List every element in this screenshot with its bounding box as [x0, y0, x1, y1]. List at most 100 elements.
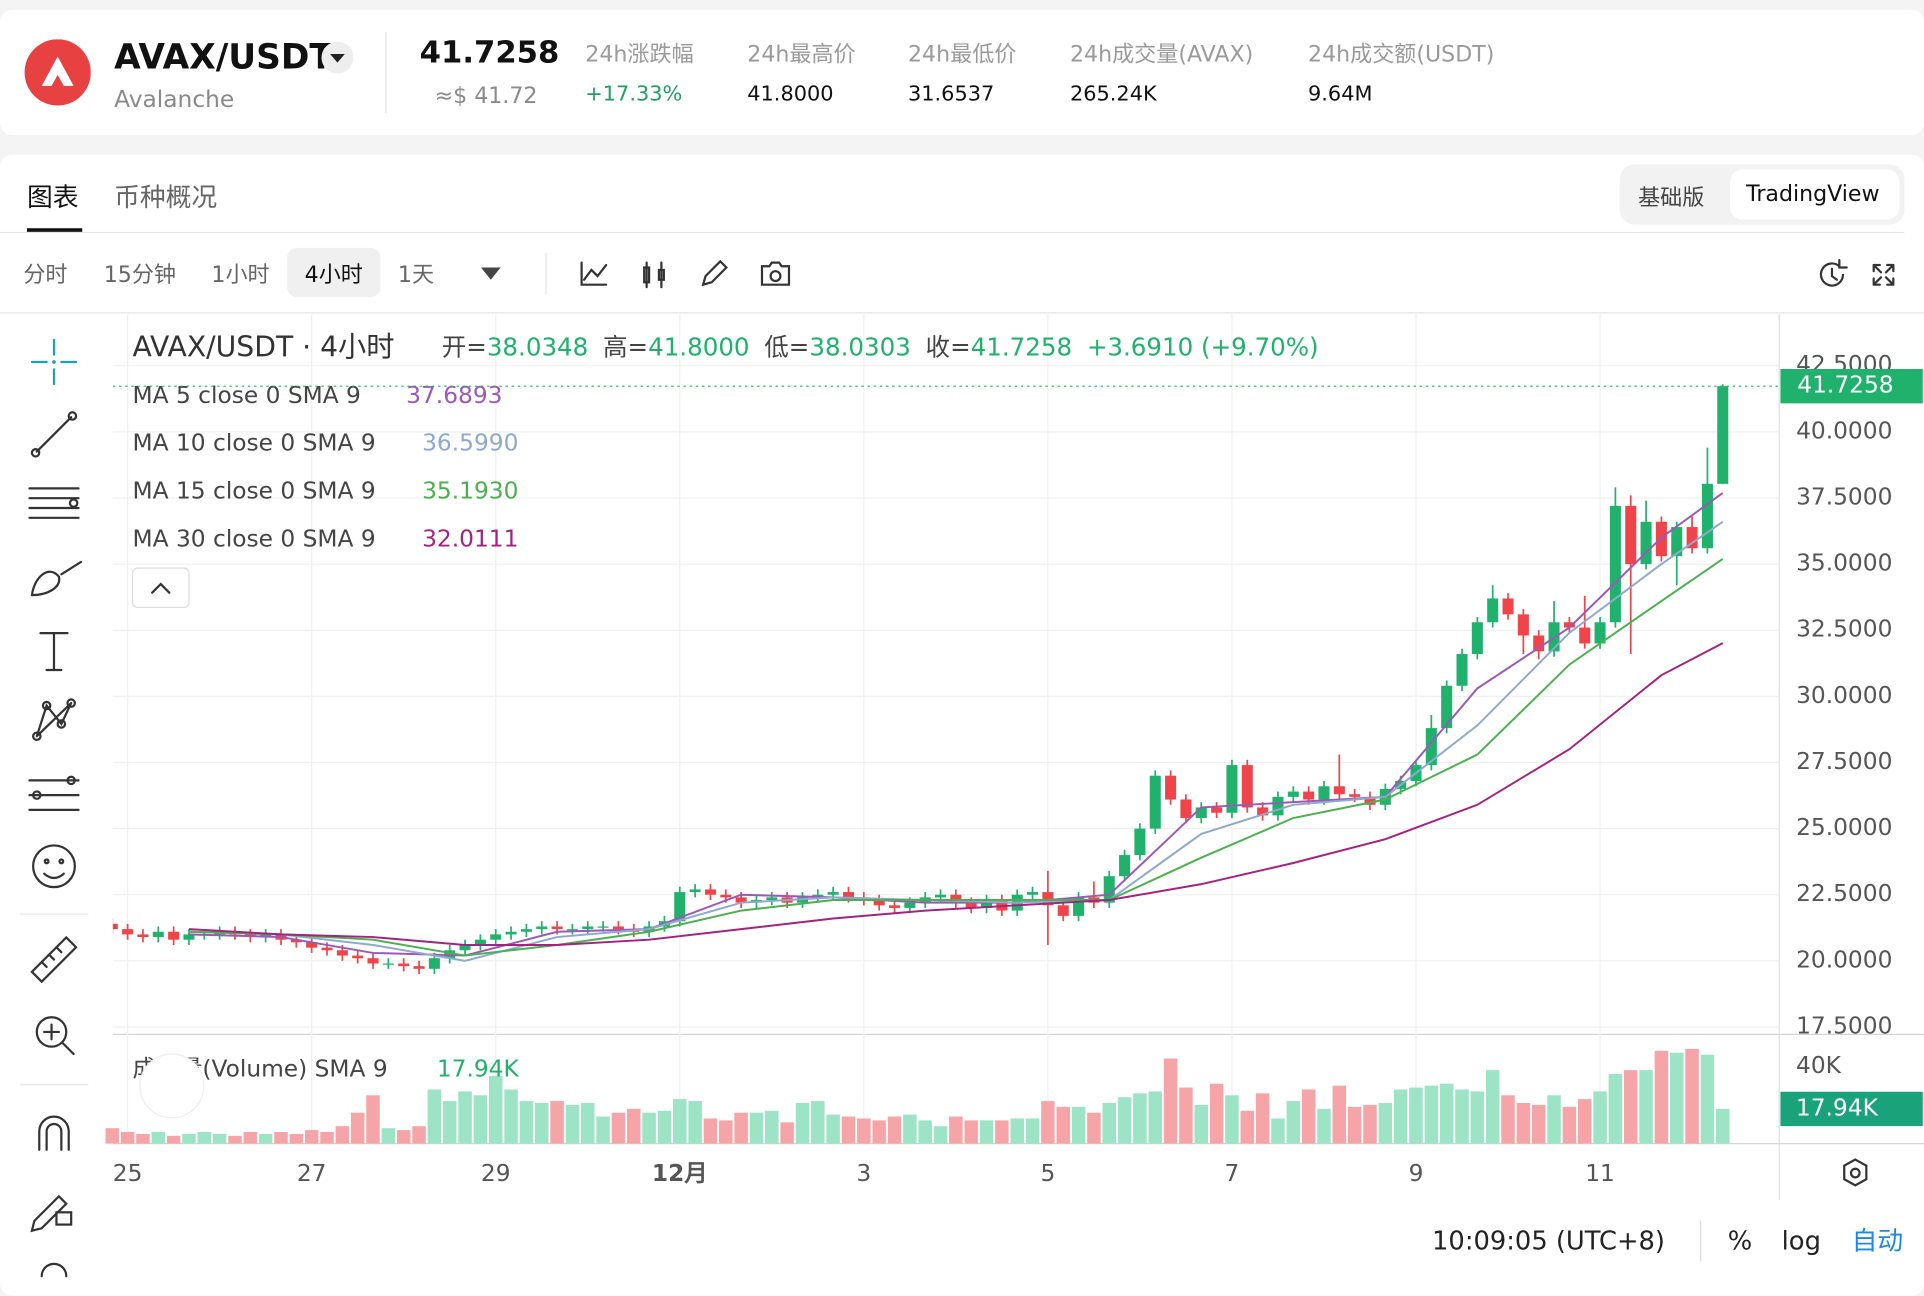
drawing-tools[interactable] [28, 338, 83, 1278]
candle-body [336, 950, 348, 956]
candle-body [597, 926, 609, 928]
volume-bar [504, 1089, 518, 1144]
view-option[interactable]: 基础版 [1638, 185, 1705, 212]
scale-button[interactable]: 自动 [1852, 1226, 1904, 1256]
y-tick-label: 27.5000 [1796, 748, 1892, 775]
volume-last-tag [1780, 1091, 1923, 1127]
ma-legend-name: MA 30 close 0 SMA 9 [133, 525, 376, 552]
last-price-label: 41.7258 [1797, 372, 1893, 399]
volume-bar [350, 1112, 365, 1144]
candle-body [842, 892, 855, 898]
volume-bar [1424, 1085, 1439, 1144]
volume-bar [258, 1133, 273, 1144]
ma-line [188, 642, 1724, 946]
interval[interactable]: 15分钟 [103, 262, 177, 289]
candle-body [413, 966, 425, 969]
ma-legend-value: 35.1930 [422, 478, 518, 505]
view-option[interactable]: TradingView [1746, 181, 1880, 208]
volume-bar [366, 1095, 380, 1144]
volume-bar [519, 1101, 534, 1144]
candle-body [1103, 876, 1115, 903]
interval-dropdown[interactable] [480, 267, 501, 280]
volume-bar [1685, 1048, 1699, 1144]
volume-bar [918, 1120, 932, 1144]
interval[interactable]: 1小时 [211, 262, 270, 289]
volume-bar [534, 1103, 549, 1144]
volume-bar [1470, 1091, 1485, 1144]
volume-bar [1301, 1089, 1316, 1144]
last-price: 41.7258 [419, 34, 560, 70]
scale-button[interactable]: log [1782, 1226, 1821, 1256]
candle-body [112, 923, 118, 930]
candle-body [352, 955, 364, 959]
toolbar-icons[interactable] [580, 259, 1895, 289]
volume-bar [795, 1103, 810, 1144]
volume-bar [1240, 1110, 1255, 1144]
symbol-dropdown[interactable] [321, 41, 354, 74]
volume-bar [442, 1101, 457, 1144]
volume-bar [1163, 1058, 1178, 1144]
candle-body [612, 926, 624, 930]
settings-icon[interactable] [1843, 1158, 1868, 1187]
y-tick-label: 25.0000 [1796, 814, 1892, 841]
volume-bar [964, 1120, 978, 1144]
candle-body [1272, 796, 1284, 816]
volume-bar [1531, 1104, 1546, 1144]
volume-bar [1593, 1091, 1607, 1144]
volume-bar [826, 1114, 840, 1144]
volume-bar [1716, 1108, 1730, 1144]
candle-body [1287, 791, 1299, 797]
tab[interactable]: 图表 [26, 182, 79, 213]
candle-body [1318, 786, 1330, 800]
price-usd: ≈$ 41.72 [434, 83, 538, 110]
candle-body [321, 947, 333, 951]
candle-body [137, 934, 149, 938]
volume-bar [1439, 1083, 1454, 1144]
interval[interactable]: 分时 [23, 262, 68, 289]
coin-logo [24, 39, 91, 106]
tab-border [0, 231, 1905, 234]
volume-legend-value: 17.94K [437, 1055, 520, 1082]
volume-bar [1347, 1106, 1362, 1144]
tab[interactable]: 币种概况 [114, 182, 218, 213]
ma-line [188, 520, 1724, 962]
volume-bar [1087, 1112, 1101, 1144]
candle-body [536, 926, 548, 930]
candle-body [428, 958, 440, 969]
candle-body [290, 939, 302, 943]
candle-body [1686, 527, 1698, 549]
volume-bar [734, 1112, 748, 1144]
volume-bar [611, 1112, 626, 1144]
volume-bar [1654, 1050, 1669, 1144]
y-tick-label: 37.5000 [1796, 483, 1892, 510]
volume-bar [703, 1118, 718, 1144]
volume-bar [1286, 1101, 1301, 1144]
tv-logo [139, 1053, 205, 1119]
candle-body [1671, 527, 1683, 557]
stat-value: 9.64M [1308, 82, 1373, 107]
volume-bar [749, 1112, 764, 1144]
candle-body [704, 889, 716, 895]
divider [385, 31, 387, 113]
volume-bar [780, 1122, 794, 1144]
ohlc-value: 38.0303 [809, 332, 910, 361]
collapse-legend[interactable] [131, 567, 190, 608]
candle-body [1042, 892, 1054, 906]
volume-bar [811, 1101, 825, 1144]
interval-selected-bg [287, 247, 381, 297]
interval[interactable]: 1天 [397, 262, 435, 289]
volume-bar [1562, 1106, 1577, 1144]
candle-body [1533, 635, 1545, 652]
ohlc-label: 开= [442, 332, 487, 361]
interval[interactable]: 4小时 [304, 262, 363, 289]
scale-button[interactable]: % [1728, 1226, 1752, 1256]
volume-bar [1117, 1097, 1132, 1144]
ohlc-value: 41.8000 [648, 332, 749, 361]
last-price-tag [1780, 369, 1923, 404]
volume-bar [1041, 1101, 1055, 1144]
candle-body [1471, 622, 1483, 655]
candle-body [306, 942, 318, 948]
volume-bar [243, 1132, 258, 1144]
